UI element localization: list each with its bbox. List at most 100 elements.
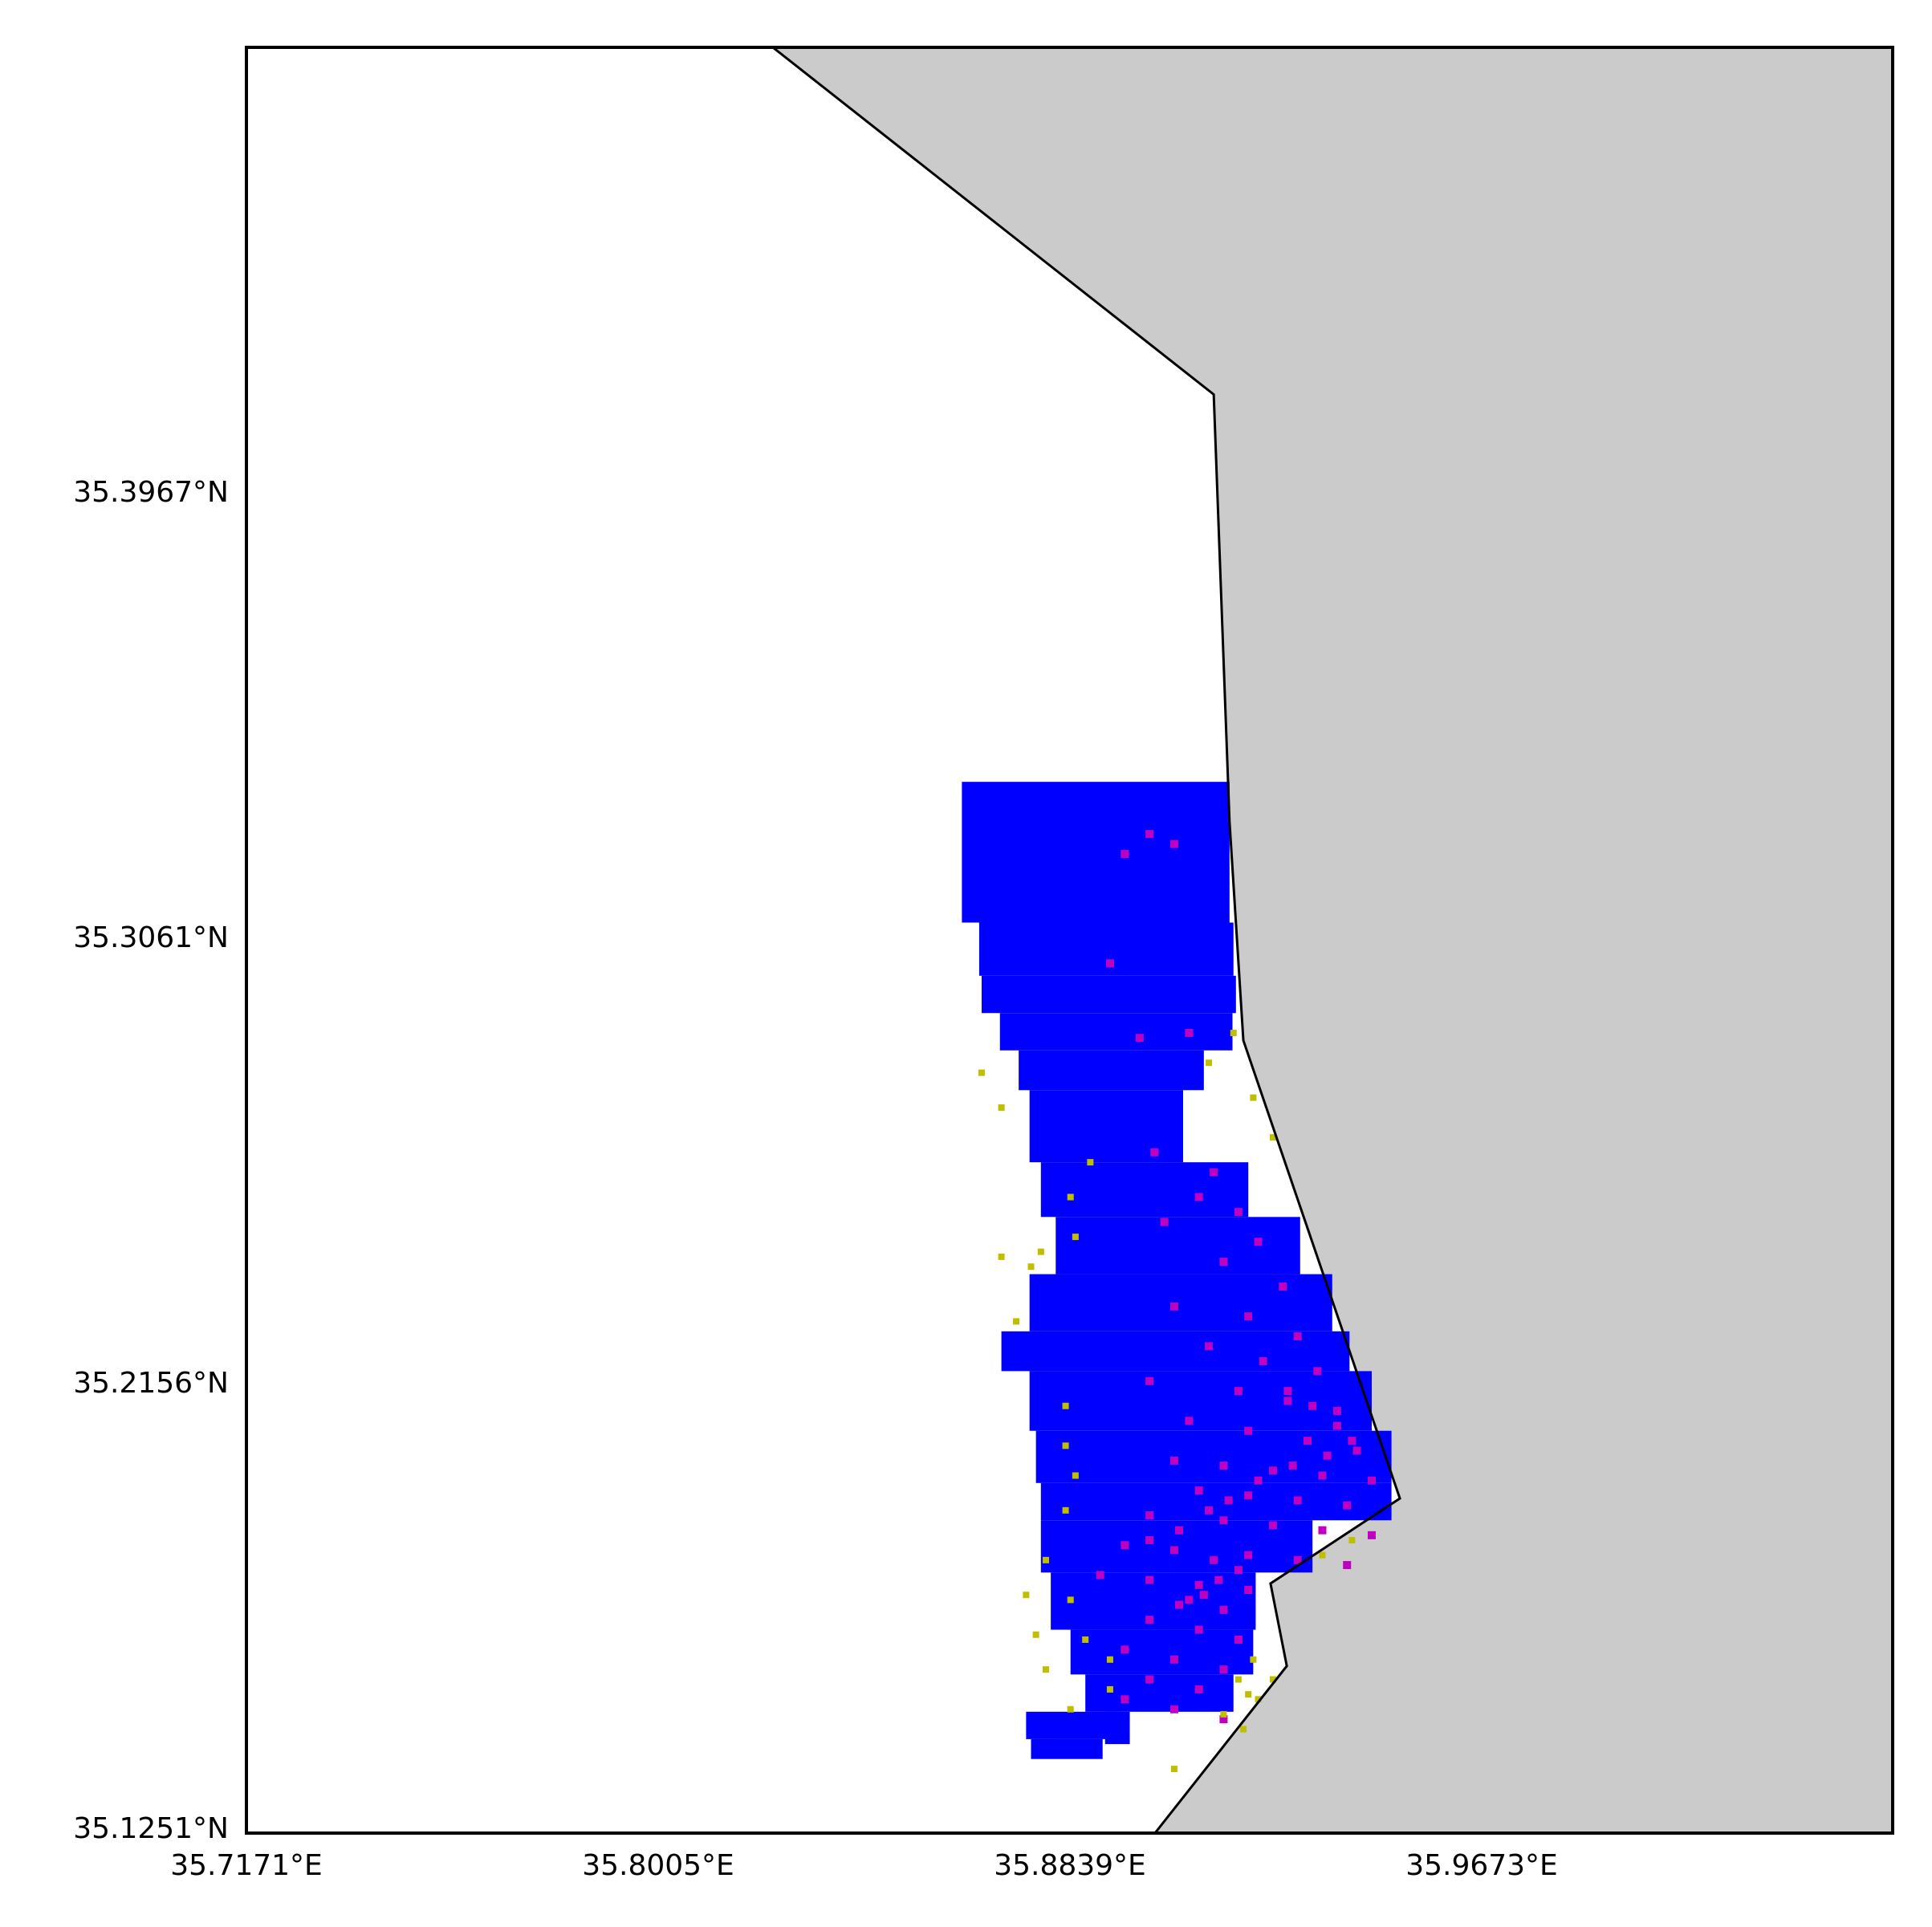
overlap-cell-35	[1293, 1496, 1302, 1505]
overlap-cell-49	[1194, 1580, 1203, 1589]
overlap-cell-46	[1343, 1561, 1352, 1570]
outlier-point-19	[1067, 1596, 1074, 1604]
overlap-cell-59	[1145, 1675, 1154, 1684]
overlap-cell-9	[1234, 1208, 1243, 1217]
overlap-cell-48	[1145, 1575, 1154, 1584]
outlier-points-layer	[978, 1030, 1356, 1773]
overlap-cell-8	[1194, 1193, 1203, 1201]
overlap-cell-60	[1194, 1685, 1203, 1693]
y-tick-label-3: 35.1251°N	[73, 1812, 229, 1845]
primary-cell-block-13	[1040, 1482, 1392, 1521]
overlap-cell-32	[1367, 1476, 1376, 1485]
overlap-cell-31	[1318, 1471, 1327, 1480]
outlier-point-12	[1013, 1318, 1020, 1325]
overlap-cell-62	[1169, 1705, 1178, 1714]
overlap-cell-53	[1145, 1616, 1154, 1624]
outlier-point-33	[1170, 1766, 1178, 1773]
outlier-point-30	[1250, 1656, 1257, 1663]
overlap-cell-58	[1219, 1665, 1228, 1674]
overlap-cell-52	[1219, 1605, 1228, 1614]
overlap-cell-7	[1210, 1168, 1218, 1177]
overlap-cell-10	[1160, 1218, 1169, 1226]
outlier-point-13	[1062, 1402, 1069, 1409]
land-area	[772, 47, 1893, 1833]
overlap-cell-64	[1283, 1387, 1292, 1396]
outlier-point-26	[1234, 1676, 1242, 1683]
overlap-cell-26	[1304, 1437, 1312, 1445]
overlap-cell-50	[1244, 1586, 1253, 1595]
overlap-cell-33	[1194, 1486, 1203, 1495]
primary-cell-block-17	[1085, 1674, 1234, 1712]
x-tick-label-0: 35.7171°E	[170, 1849, 323, 1882]
overlap-cell-0	[1145, 830, 1154, 839]
outlier-point-29	[1269, 1676, 1276, 1683]
overlap-cell-65	[1308, 1401, 1317, 1410]
primary-cell-block-12	[1035, 1430, 1392, 1483]
outlier-point-5	[1230, 1030, 1237, 1037]
x-tick-label-1: 35.8005°E	[582, 1849, 734, 1882]
primary-cell-block-0	[962, 782, 1230, 888]
overlap-cell-42	[1121, 1541, 1129, 1550]
outlier-point-8	[998, 1253, 1005, 1260]
overlap-cell-29	[1219, 1462, 1228, 1470]
outlier-point-22	[1106, 1656, 1113, 1663]
overlap-cell-78	[1199, 1591, 1208, 1600]
overlap-cell-15	[1244, 1312, 1253, 1321]
primary-cell-block-1	[962, 887, 1230, 923]
y-tick-label-2: 35.2156°N	[73, 1367, 229, 1400]
overlap-cell-79	[1175, 1600, 1184, 1609]
outlier-point-25	[1106, 1685, 1113, 1693]
outlier-point-7	[1269, 1134, 1276, 1141]
outlier-point-34	[1348, 1537, 1356, 1544]
overlap-cell-4	[1185, 1029, 1194, 1038]
overlap-cell-69	[1288, 1462, 1297, 1470]
y-tick-label-1: 35.3061°N	[73, 921, 229, 954]
overlap-cell-63	[1219, 1715, 1228, 1724]
land-layer	[772, 47, 1893, 1833]
overlap-cell-20	[1145, 1376, 1154, 1385]
outlier-point-15	[1072, 1472, 1079, 1479]
overlap-cell-28	[1169, 1456, 1178, 1465]
overlap-cell-68	[1323, 1451, 1332, 1460]
overlap-cell-75	[1210, 1555, 1218, 1564]
overlap-cell-38	[1219, 1516, 1228, 1525]
overlap-cell-70	[1254, 1476, 1263, 1485]
primary-cell-block-4	[999, 1013, 1233, 1051]
overlap-cell-56	[1121, 1645, 1129, 1654]
overlap-cell-2	[1121, 849, 1129, 858]
coastline	[771, 47, 1401, 1833]
primary-cell-block-5	[1019, 1050, 1204, 1091]
overlap-cell-16	[1293, 1332, 1302, 1341]
outlier-point-4	[1205, 1059, 1212, 1067]
overlap-cells-layer	[1096, 830, 1376, 1724]
outlier-point-20	[1032, 1631, 1039, 1638]
outlier-point-2	[1087, 1159, 1094, 1166]
overlap-cell-41	[1367, 1531, 1376, 1539]
outlier-point-31	[1220, 1710, 1227, 1718]
overlap-cell-44	[1244, 1551, 1253, 1559]
x-tick-label-2: 35.8839°E	[994, 1849, 1146, 1882]
overlap-cell-66	[1332, 1421, 1341, 1430]
overlap-cell-23	[1332, 1406, 1341, 1415]
overlap-cell-21	[1234, 1387, 1243, 1396]
primary-cell-block-20	[1104, 1711, 1130, 1745]
overlap-cell-43	[1169, 1546, 1178, 1555]
overlap-cell-61	[1121, 1695, 1129, 1704]
overlap-cell-11	[1254, 1238, 1263, 1246]
outlier-point-27	[1245, 1691, 1252, 1698]
outlier-point-3	[1067, 1193, 1074, 1201]
primary-cell-block-11	[1029, 1371, 1372, 1431]
outlier-point-17	[1042, 1556, 1049, 1563]
overlap-cell-37	[1145, 1511, 1154, 1520]
overlap-cell-71	[1224, 1496, 1233, 1505]
overlap-cell-34	[1244, 1491, 1253, 1500]
outlier-point-24	[1067, 1705, 1074, 1713]
overlap-cell-1	[1169, 840, 1178, 848]
overlap-cell-18	[1259, 1356, 1267, 1365]
outlier-point-21	[1082, 1636, 1089, 1643]
overlap-cell-74	[1145, 1536, 1154, 1545]
overlap-cell-76	[1234, 1566, 1243, 1575]
overlap-cell-77	[1214, 1575, 1223, 1584]
